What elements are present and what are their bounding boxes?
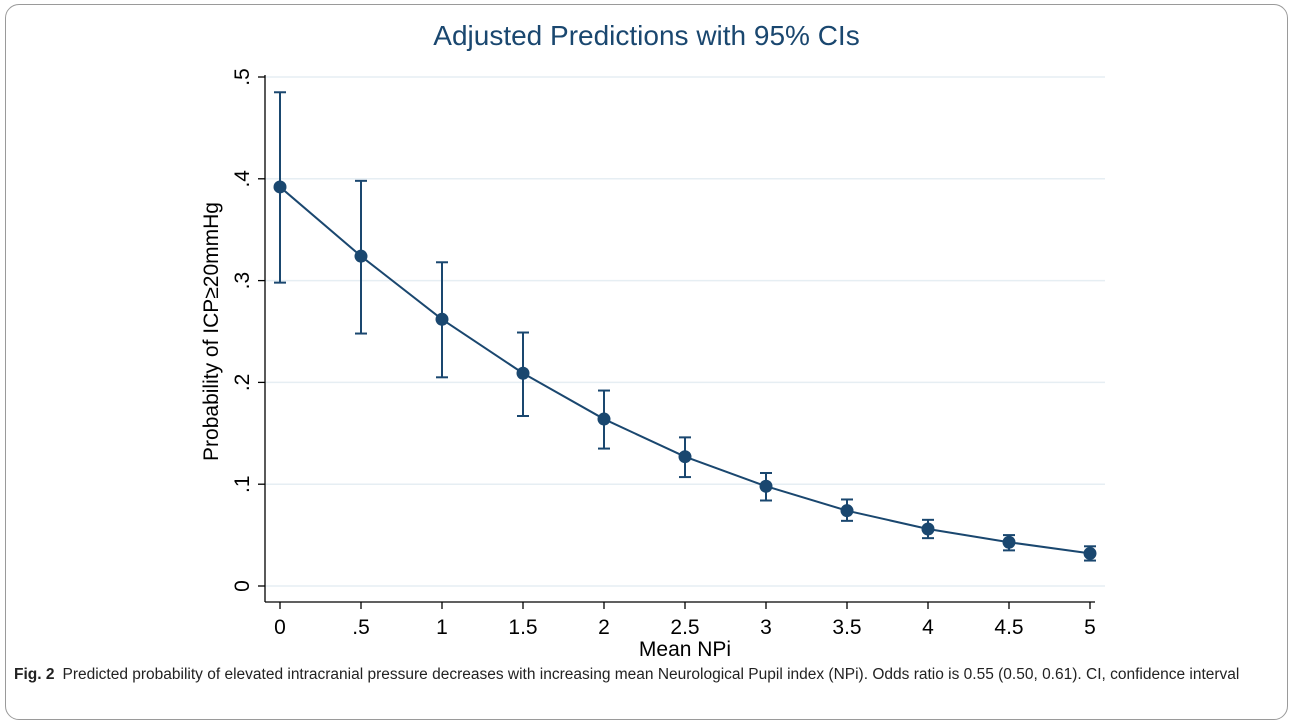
data-point [1002, 535, 1016, 549]
x-tick-label: 3.5 [832, 616, 861, 639]
data-point [354, 249, 368, 263]
chart-title: Adjusted Predictions with 95% CIs [433, 20, 860, 51]
data-point [273, 180, 287, 194]
x-tick-label: 4 [922, 616, 934, 639]
series-line [279, 186, 1091, 555]
y-tick-label: .3 [231, 272, 254, 290]
x-tick-label: 1 [436, 616, 448, 639]
chart-plot: 0 .1 .2 .3 .4 .5 0 .5 1 1.5 2 2.5 3 3.5 4 4.5 5 Mean NPi P… [200, 68, 1105, 660]
data-point [759, 479, 773, 493]
x-tick-label: 4.5 [994, 616, 1023, 639]
data-point [516, 366, 530, 380]
x-tick-label: 2 [598, 616, 610, 639]
data-point [678, 450, 692, 464]
figure-caption: Fig. 2 Predicted probability of elevated … [14, 664, 1279, 686]
y-tick-label: .5 [231, 68, 254, 86]
data-point [435, 312, 449, 326]
y-tick-label: .1 [231, 475, 254, 493]
x-axis-title: Mean NPi [639, 638, 731, 660]
y-tick-label: 0 [231, 580, 254, 592]
x-tick-label: 0 [274, 616, 286, 639]
y-tick-label: .4 [231, 170, 254, 188]
y-axis-title: Probability of ICP≥20mmHg [200, 202, 223, 461]
caption-text: Predicted probability of elevated intrac… [62, 666, 1240, 683]
data-point [921, 522, 935, 536]
data-point [840, 504, 854, 518]
x-tick-label: .5 [352, 616, 370, 639]
x-tick-label: 3 [760, 616, 772, 639]
figure-label: Fig. 2 [14, 666, 55, 683]
figure-frame [5, 4, 1288, 720]
x-tick-label: 5 [1084, 616, 1096, 639]
x-tick-label: 1.5 [508, 616, 537, 639]
data-point [1083, 546, 1097, 560]
y-tick-label: .2 [231, 374, 254, 392]
data-point [597, 412, 611, 426]
x-tick-label: 2.5 [670, 616, 699, 639]
